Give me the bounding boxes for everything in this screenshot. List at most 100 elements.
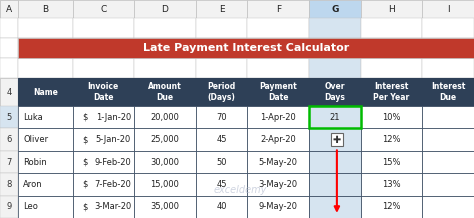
Bar xyxy=(309,128,361,151)
Bar xyxy=(361,173,422,196)
Text: 50: 50 xyxy=(216,157,227,167)
Bar xyxy=(73,173,134,196)
Bar xyxy=(0,0,18,18)
Text: 9-Feb-20: 9-Feb-20 xyxy=(94,157,131,167)
Bar xyxy=(134,196,196,218)
Bar xyxy=(309,58,361,78)
Bar xyxy=(134,18,196,38)
Text: 1-Apr-20: 1-Apr-20 xyxy=(260,113,296,122)
Bar xyxy=(361,78,422,106)
Bar xyxy=(196,173,247,196)
Bar xyxy=(422,128,474,151)
Bar xyxy=(309,0,361,18)
Text: H: H xyxy=(388,5,395,14)
Text: ✚: ✚ xyxy=(333,135,341,145)
Text: 6: 6 xyxy=(6,135,12,144)
Bar xyxy=(134,106,196,128)
Bar xyxy=(0,196,18,218)
Bar xyxy=(422,106,474,128)
Bar xyxy=(309,38,361,58)
Text: Name: Name xyxy=(33,87,58,97)
Bar xyxy=(361,106,422,128)
Text: Leo: Leo xyxy=(23,202,38,211)
Text: 15%: 15% xyxy=(382,157,401,167)
Bar xyxy=(134,78,196,106)
Bar xyxy=(247,106,309,128)
Bar xyxy=(73,18,134,38)
Bar xyxy=(0,128,18,151)
Text: 45: 45 xyxy=(216,180,227,189)
Text: 45: 45 xyxy=(216,135,227,144)
Bar xyxy=(361,151,422,173)
Bar xyxy=(196,38,247,58)
Bar xyxy=(422,0,474,18)
Bar xyxy=(361,38,422,58)
Bar xyxy=(196,128,247,151)
Bar xyxy=(0,173,18,196)
Text: 40: 40 xyxy=(216,202,227,211)
Text: D: D xyxy=(162,5,168,14)
Bar xyxy=(18,78,73,106)
Text: F: F xyxy=(276,5,281,14)
Bar xyxy=(309,106,361,128)
Text: Amount
Due: Amount Due xyxy=(148,82,182,102)
Text: Invoice
Date: Invoice Date xyxy=(88,82,119,102)
Bar xyxy=(196,106,247,128)
Text: Interest
Per Year: Interest Per Year xyxy=(374,82,410,102)
Text: Late Payment Interest Calculator: Late Payment Interest Calculator xyxy=(143,43,349,53)
Text: 35,000: 35,000 xyxy=(150,202,180,211)
Bar xyxy=(18,196,73,218)
Bar xyxy=(361,58,422,78)
Text: Robin: Robin xyxy=(23,157,47,167)
Bar xyxy=(0,151,18,173)
Bar xyxy=(73,196,134,218)
Bar xyxy=(18,18,73,38)
Text: 3-Mar-20: 3-Mar-20 xyxy=(94,202,131,211)
Text: Interest
Due: Interest Due xyxy=(431,82,465,102)
Text: 30,000: 30,000 xyxy=(150,157,180,167)
Text: 13%: 13% xyxy=(382,180,401,189)
Text: B: B xyxy=(42,5,48,14)
Bar xyxy=(0,38,18,58)
Text: 20,000: 20,000 xyxy=(151,113,179,122)
Text: 8: 8 xyxy=(6,180,12,189)
Bar xyxy=(18,38,474,58)
Text: 70: 70 xyxy=(216,113,227,122)
Bar xyxy=(0,58,18,78)
Text: exceldemy: exceldemy xyxy=(213,185,267,195)
Bar xyxy=(247,38,309,58)
Bar xyxy=(422,58,474,78)
Bar xyxy=(18,128,73,151)
Text: A: A xyxy=(6,5,12,14)
Text: 7: 7 xyxy=(6,157,12,167)
Text: 10%: 10% xyxy=(382,113,401,122)
Text: 3-May-20: 3-May-20 xyxy=(259,180,298,189)
Bar xyxy=(422,18,474,38)
Text: Oliver: Oliver xyxy=(23,135,48,144)
Bar xyxy=(73,128,134,151)
Text: 5-Jan-20: 5-Jan-20 xyxy=(96,135,131,144)
Bar xyxy=(18,106,73,128)
Bar xyxy=(422,151,474,173)
Bar xyxy=(0,18,18,38)
Text: Payment
Date: Payment Date xyxy=(259,82,297,102)
Bar xyxy=(18,58,73,78)
Text: 4: 4 xyxy=(6,87,11,97)
Text: 1-Jan-20: 1-Jan-20 xyxy=(96,113,131,122)
Bar xyxy=(247,173,309,196)
Bar xyxy=(247,196,309,218)
Text: 5: 5 xyxy=(6,113,11,122)
Text: Aron: Aron xyxy=(23,180,43,189)
Text: $: $ xyxy=(82,113,87,122)
Text: 25,000: 25,000 xyxy=(151,135,179,144)
Bar xyxy=(422,38,474,58)
Bar xyxy=(247,78,309,106)
Bar xyxy=(422,173,474,196)
Bar xyxy=(73,151,134,173)
Bar xyxy=(309,151,361,173)
Bar xyxy=(196,0,247,18)
Bar xyxy=(0,0,18,18)
Text: 5-May-20: 5-May-20 xyxy=(259,157,298,167)
Bar xyxy=(422,196,474,218)
Bar xyxy=(18,0,73,18)
